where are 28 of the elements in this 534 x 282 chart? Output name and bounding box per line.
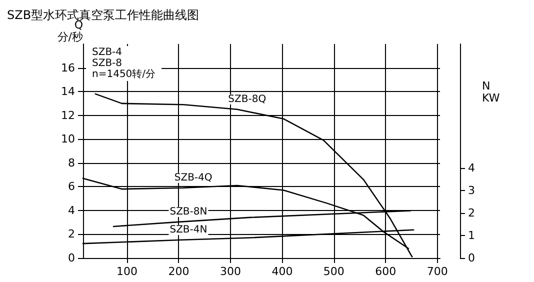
y-tick-label: 0 [68, 252, 75, 264]
annotation: SZB-4 SZB-8 n=1450转/分 [92, 47, 156, 80]
y-tick-label: 4 [68, 204, 75, 217]
chart-title: SZB型水环式真空泵工作性能曲线图 [7, 8, 200, 22]
y-tick-label: 10 [61, 132, 75, 146]
x-tick-label: 200 [168, 265, 190, 278]
y-tick-label: 12 [61, 108, 75, 122]
y-tick-label: 14 [61, 85, 75, 98]
y2-tick-label: 4 [468, 161, 475, 174]
x-tick-label: 500 [323, 265, 344, 278]
series-label: SZB-8Q [228, 94, 266, 105]
series-label: SZB-4Q [174, 172, 212, 184]
x-tick-label: 100 [116, 265, 138, 278]
x-tick-label: 300 [220, 265, 241, 278]
series-label: SZB-8N [170, 206, 208, 218]
y2-axis-title: N KW [482, 80, 500, 104]
x-tick-label: 400 [272, 265, 293, 278]
y2-tick-label: 0 [468, 252, 475, 264]
y-tick-label: 16 [61, 61, 75, 74]
x-tick-label: 700 [426, 265, 448, 278]
y2-tick-label: 1 [468, 228, 475, 242]
y-tick-label: 8 [68, 156, 75, 170]
y-tick-label: 2 [68, 228, 75, 241]
y2-tick-label: 3 [468, 184, 475, 197]
x-tick-label: 600 [375, 265, 396, 278]
series-label: SZB-4N [170, 224, 208, 236]
y-tick-label: 6 [68, 180, 75, 194]
y2-tick-label: 2 [468, 206, 475, 220]
